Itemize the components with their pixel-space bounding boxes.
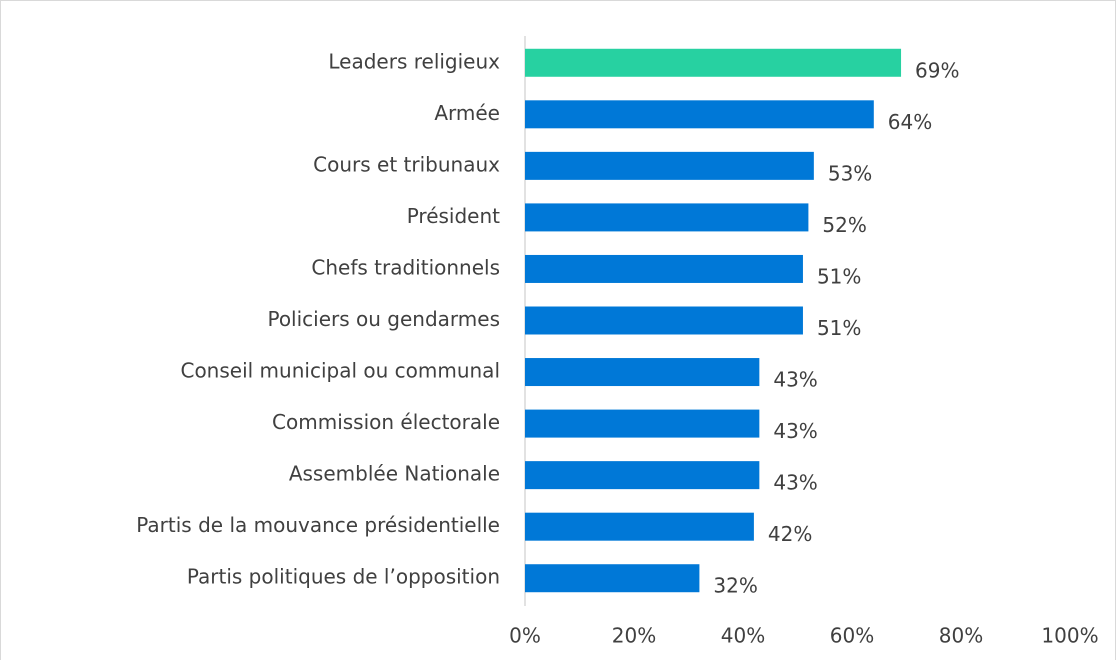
x-tick-label: 60% [830,624,874,648]
y-tick-label: Partis politiques de l’opposition [187,565,500,589]
y-tick-label: Assemblée Nationale [289,462,500,486]
bar [525,100,874,129]
bar [525,358,760,387]
bar [525,461,760,490]
bar [525,512,754,541]
bar [525,409,760,438]
bar [525,48,902,77]
value-label: 43% [773,419,817,443]
value-label: 43% [773,471,817,495]
bar [525,254,803,283]
value-label: 53% [828,161,872,185]
x-tick-label: 0% [509,624,541,648]
y-tick-label: Policiers ou gendarmes [267,307,500,331]
y-tick-label: Armée [434,101,500,125]
bar [525,306,803,335]
value-label: 69% [915,58,959,82]
value-label: 64% [888,110,932,134]
value-label: 32% [713,574,757,598]
x-tick-label: 100% [1041,624,1098,648]
value-label: 43% [773,368,817,392]
bar [525,151,814,180]
bar [525,564,700,593]
value-label: 51% [817,316,861,340]
value-label: 51% [817,264,861,288]
y-tick-label: Cours et tribunaux [313,152,500,176]
bar [525,203,809,232]
y-tick-label: Chefs traditionnels [311,255,500,279]
x-tick-label: 40% [721,624,765,648]
x-tick-label: 80% [939,624,983,648]
x-tick-label: 20% [612,624,656,648]
y-tick-label: Partis de la mouvance présidentielle [136,513,500,537]
y-tick-label: Leaders religieux [328,49,500,73]
value-label: 52% [822,213,866,237]
y-tick-label: Président [407,204,500,228]
value-label: 42% [768,522,812,546]
y-tick-label: Commission électorale [272,410,500,434]
y-tick-label: Conseil municipal ou communal [180,359,500,383]
